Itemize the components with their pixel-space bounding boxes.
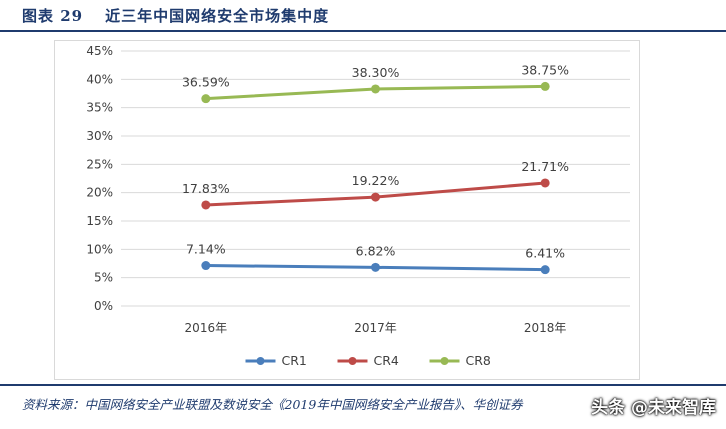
- y-tick-label: 0%: [94, 299, 113, 313]
- data-point: [540, 81, 550, 91]
- legend-marker: [440, 357, 449, 365]
- y-tick-label: 40%: [86, 72, 113, 86]
- data-label: 17.83%: [182, 181, 230, 196]
- data-point: [371, 192, 380, 202]
- data-label: 38.30%: [352, 65, 400, 80]
- y-tick-label: 25%: [86, 157, 113, 171]
- chart-frame: 0% 5% 10% 15% 20% 25% 30% 35% 40% 45% 2016年 2017年 20…: [54, 40, 640, 380]
- data-label: 7.14%: [186, 242, 226, 257]
- figure-label: 图表 29: [22, 6, 84, 25]
- figure-title: 近三年中国网络安全市场集中度: [105, 6, 330, 25]
- y-tick-label: 35%: [86, 101, 113, 115]
- data-label: 6.41%: [525, 246, 565, 261]
- data-point: [540, 265, 550, 275]
- data-label: 6.82%: [356, 243, 396, 258]
- watermark: 头条 @未来智库: [591, 398, 716, 418]
- data-point: [371, 262, 380, 272]
- y-tick-label: 5%: [94, 271, 113, 285]
- y-tick-label: 10%: [86, 242, 113, 256]
- data-label: 38.75%: [521, 62, 569, 77]
- y-tick-label: 15%: [86, 214, 113, 228]
- source-note: 资料来源：中国网络安全产业联盟及数说安全《2019年中国网络安全产业报告》、华创…: [22, 397, 523, 412]
- x-tick-label: 2018年: [524, 321, 567, 335]
- data-point: [201, 200, 211, 210]
- legend-label: CR1: [282, 353, 307, 368]
- data-label: 36.59%: [182, 75, 230, 90]
- data-point: [540, 178, 550, 188]
- x-tick-label: 2017年: [354, 321, 397, 335]
- data-label: 21.71%: [521, 159, 569, 174]
- x-tick-label: 2016年: [185, 321, 228, 335]
- data-label: 19.22%: [352, 173, 400, 188]
- legend-marker: [348, 357, 357, 365]
- data-point: [371, 84, 380, 94]
- figure-header: 图表 29 近三年中国网络安全市场集中度: [0, 0, 726, 32]
- y-tick-label: 45%: [86, 44, 113, 58]
- y-tick-label: 20%: [86, 186, 113, 200]
- data-point: [201, 261, 211, 271]
- data-point: [201, 94, 211, 104]
- line-chart: 0% 5% 10% 15% 20% 25% 30% 35% 40% 45% 2016年 2017年 20…: [86, 44, 630, 368]
- legend-marker: [256, 357, 265, 365]
- figure-footer: 资料来源：中国网络安全产业联盟及数说安全《2019年中国网络安全产业报告》、华创…: [0, 384, 726, 429]
- legend-label: CR4: [374, 353, 399, 368]
- y-tick-label: 30%: [86, 129, 113, 143]
- legend-label: CR8: [466, 353, 491, 368]
